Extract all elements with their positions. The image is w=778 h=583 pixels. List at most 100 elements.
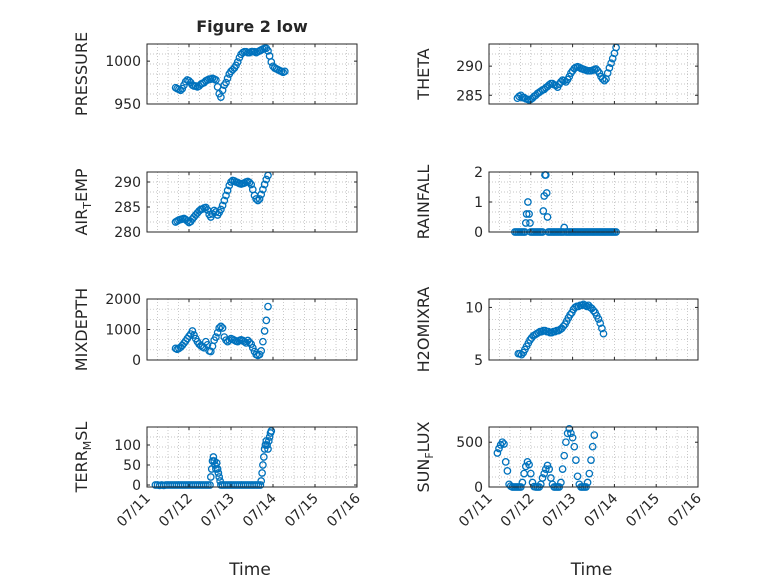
data-point [526,219,534,227]
data-point [256,481,265,489]
data-point [542,189,551,197]
y-tick-label: 950 [114,97,141,113]
data-point [218,201,227,210]
data-point [240,337,249,346]
data-point [493,449,502,457]
data-point [560,76,569,85]
y-tick-label: 100 [114,438,141,454]
data-point [525,210,533,218]
subplot-1: 950 1000 PRESSURE Figure 2 low [72,17,358,116]
data-point [255,350,264,359]
data-point [539,207,548,215]
data-point [223,186,232,195]
y-tick-label: 1000 [105,323,141,339]
data-point [213,328,222,337]
data-point [213,465,222,473]
y-axis-label: AIRTEMP [72,168,94,235]
y-tick-label: 2000 [105,292,141,308]
data-point [222,191,230,200]
y-tick-label: 50 [123,458,141,474]
y-axis-label: TERRMSL [72,422,94,494]
data-point [521,219,530,227]
data-point [259,185,267,194]
data-point [267,427,276,435]
data-point [583,478,592,487]
data-point [218,86,227,95]
data-point [545,465,554,473]
data-point [206,473,215,481]
data-point [280,67,289,76]
y-axis-label: RAINFALL [414,165,433,240]
data-point [567,429,575,438]
y-tick-label: 10 [465,300,483,316]
data-point [260,180,269,189]
data-point [263,441,271,449]
y-axis-label: MIXDEPTH [72,288,91,371]
data-point [588,442,597,451]
y-tick-label: 290 [456,59,483,75]
data-point [233,58,242,66]
axes-box [488,426,699,488]
data-point [257,190,266,199]
data-point [217,205,225,214]
data-point [209,453,218,461]
data-point [503,467,512,475]
data-point [517,350,526,359]
data-point [255,195,264,203]
axes-box [146,43,358,105]
data-point [259,337,267,346]
data-point [522,210,531,218]
data-point [500,440,508,448]
data-point [526,469,535,478]
y-axis-label: SUNFLUX [414,421,436,492]
data-point [563,429,572,438]
data-point [498,438,507,447]
data-point [247,180,256,189]
data-point [220,196,229,205]
data-point [557,478,565,487]
y-tick-label: 0 [474,480,483,496]
data-point [594,315,603,323]
data-point [566,310,574,319]
data-point [559,322,568,331]
data-point [524,198,532,206]
data-point [264,47,272,55]
y-tick-label: 500 [456,435,483,451]
axes-box [488,43,699,105]
axes-box [146,426,358,488]
data-point [568,433,577,442]
subplot-5: 0 1000 2000 MIXDEPTH [72,288,358,371]
data-point [264,302,272,311]
data-point [264,445,272,453]
x-axis-label: Time [570,560,613,580]
data-point [264,437,273,445]
data-point [572,456,580,464]
data-point [558,465,567,473]
axes-box [488,298,699,361]
y-tick-label: 2 [474,165,483,181]
data-point [248,343,257,352]
data-point [590,431,599,439]
data-point [262,316,271,325]
data-point [252,195,261,203]
data-point [217,93,225,101]
data-point [603,69,612,77]
data-point [596,319,605,328]
data-point [540,469,549,478]
data-point [543,213,552,221]
y-axis-label: H2OMIXRA [414,287,433,373]
data-point [495,444,503,453]
data-point [259,461,267,469]
data-point [573,472,582,481]
data-point [247,340,256,348]
data-point [254,196,262,205]
y-tick-label: 0 [474,225,483,241]
subplot-4: 0 1 2 RAINFALL [414,165,699,241]
data-point [260,327,269,335]
data-point [185,332,193,341]
data-point [181,77,190,86]
y-tick-label: 0 [132,353,141,369]
subplot-6: 5 10 H2OMIXRA [414,287,699,373]
data-point [245,338,254,347]
